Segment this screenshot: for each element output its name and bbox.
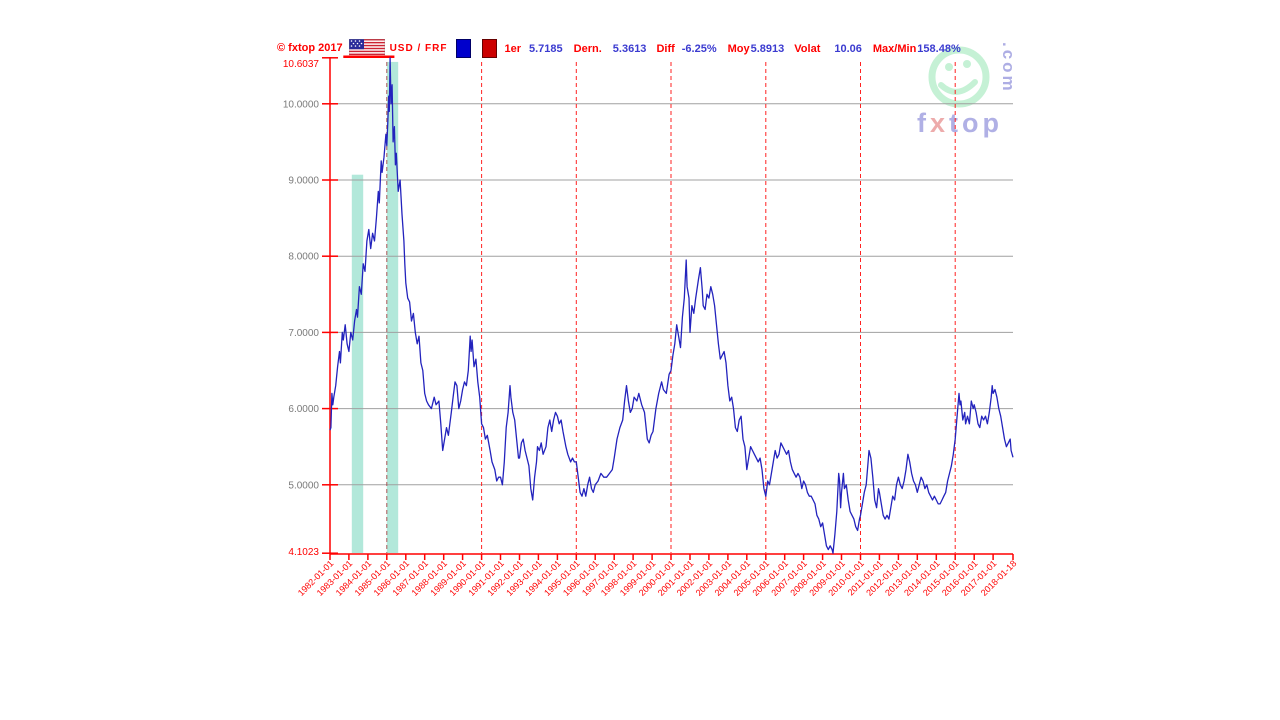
stat-value: 158.48% [917, 43, 961, 55]
last-value-swatch [482, 38, 498, 58]
stat-label: 1er [504, 43, 521, 55]
y-tick-label: 8.0000 [288, 252, 319, 263]
highlight-band [386, 61, 399, 554]
stat-value: 5.7185 [529, 43, 563, 55]
logo-wordmark: fxtop [917, 108, 1003, 139]
y-tick-label: 10.0000 [283, 99, 320, 110]
stat-value: -6.25% [681, 43, 717, 55]
logo-letter-x: x [930, 108, 950, 138]
stat-label: Diff [656, 43, 675, 55]
stat-label: Volat [794, 43, 821, 55]
stat-value: 5.8913 [750, 43, 785, 55]
y-tick-label: 10.6037 [283, 59, 320, 70]
stat-label: Moy [727, 43, 750, 55]
first-value-swatch [456, 38, 472, 58]
chart-header: © fxtop 2017 USD / FRF 1er 5.7185 D [277, 37, 961, 59]
price-line [329, 57, 1014, 554]
stat-label: Max/Min [872, 43, 917, 55]
stats-row: 1er 5.7185 Dern. 5.3613 Diff -6.25% Moy5.8913 V… [497, 39, 960, 57]
logo-tld: .com [999, 42, 1018, 94]
logo-letters-top: top [949, 108, 1004, 138]
us-flag-icon [348, 38, 385, 58]
stat-value: 10.06 [834, 43, 862, 55]
y-tick-label: 5.0000 [288, 480, 319, 491]
currency-pair: USD / FRF [389, 42, 448, 54]
stat-value: 5.3613 [612, 43, 647, 55]
highlight-band [351, 174, 364, 553]
logo-letter-f: f [917, 108, 930, 138]
y-tick-label: 9.0000 [288, 176, 319, 187]
copyright: © fxtop 2017 [277, 42, 343, 54]
y-tick-label: 4.1023 [288, 547, 319, 558]
stat-label: Dern. [573, 43, 602, 55]
y-tick-label: 6.0000 [288, 404, 319, 415]
y-tick-label: 7.0000 [288, 328, 319, 339]
